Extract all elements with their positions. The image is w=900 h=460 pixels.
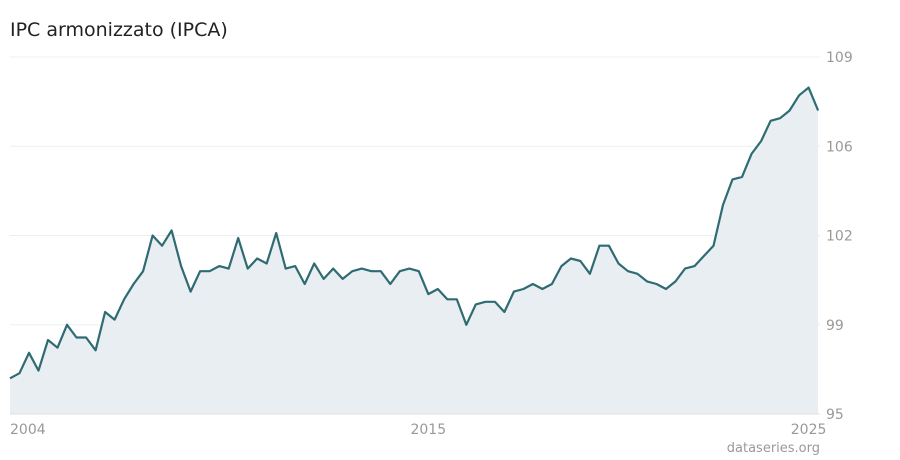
area-fill — [10, 87, 819, 414]
line — [9, 86, 820, 380]
source: dataseries.org — [727, 441, 820, 456]
chart-title: IPC armonizzato (IPCA) — [10, 19, 228, 41]
x-tick-label: 2025 — [791, 422, 827, 438]
y-tick-label: 109 — [826, 50, 853, 66]
y-tick-label: 95 — [826, 407, 844, 423]
y-tick-label: 99 — [826, 318, 844, 334]
y-tick-label: 102 — [826, 229, 853, 245]
y-tick-label: 106 — [826, 139, 853, 155]
x-tick-label: 2015 — [410, 422, 446, 438]
x-tick-label: 2004 — [10, 422, 46, 438]
